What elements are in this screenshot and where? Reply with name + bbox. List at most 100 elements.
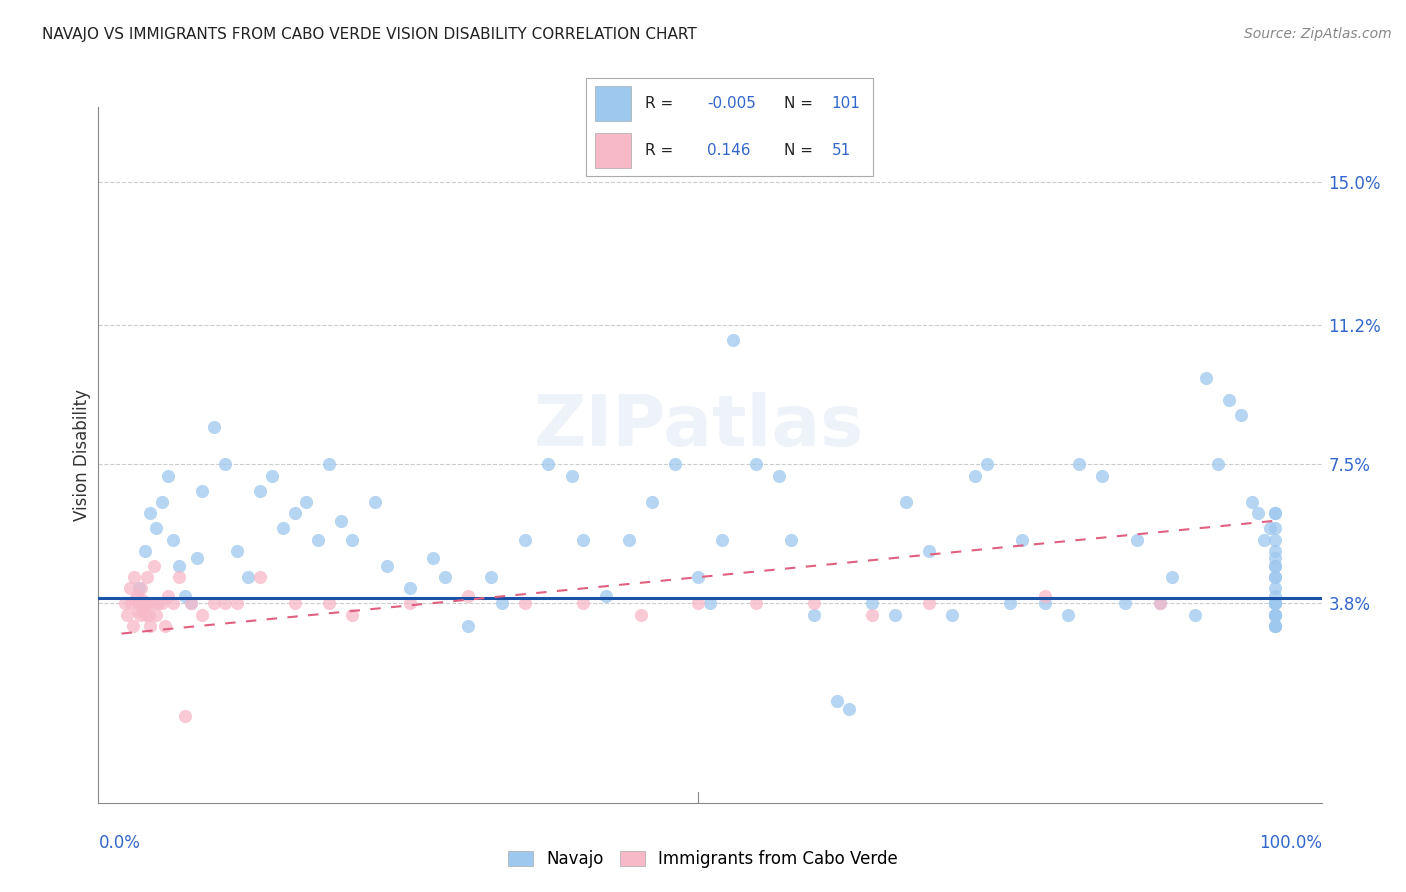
Text: N =: N = bbox=[785, 96, 813, 111]
Point bbox=[142, 597, 165, 611]
Point bbox=[131, 592, 153, 607]
Point bbox=[688, 570, 710, 584]
Point bbox=[214, 458, 236, 472]
Point bbox=[122, 619, 145, 633]
Point bbox=[561, 468, 583, 483]
Point bbox=[136, 597, 159, 611]
Point bbox=[150, 597, 173, 611]
Point bbox=[156, 468, 179, 483]
FancyBboxPatch shape bbox=[586, 78, 873, 177]
Point bbox=[249, 483, 271, 498]
Legend: Navajo, Immigrants from Cabo Verde: Navajo, Immigrants from Cabo Verde bbox=[501, 844, 905, 875]
Point bbox=[1264, 582, 1286, 596]
Point bbox=[1264, 597, 1286, 611]
Point bbox=[342, 607, 364, 622]
Point bbox=[238, 570, 260, 584]
Point bbox=[399, 582, 422, 596]
Point bbox=[1264, 544, 1286, 558]
Point bbox=[860, 597, 883, 611]
Point bbox=[1264, 607, 1286, 622]
Point bbox=[225, 544, 247, 558]
Point bbox=[1264, 551, 1286, 566]
Point bbox=[1241, 495, 1264, 509]
Point bbox=[825, 694, 848, 708]
Point bbox=[422, 551, 444, 566]
Point bbox=[1264, 619, 1286, 633]
Point bbox=[1264, 506, 1286, 520]
Point bbox=[941, 607, 963, 622]
Point bbox=[1149, 597, 1171, 611]
Point bbox=[295, 495, 318, 509]
Point bbox=[1206, 458, 1229, 472]
Text: R =: R = bbox=[645, 144, 673, 158]
Point bbox=[1264, 619, 1286, 633]
Point bbox=[1264, 607, 1286, 622]
Point bbox=[1264, 597, 1286, 611]
Point bbox=[155, 619, 177, 633]
Point bbox=[1184, 607, 1206, 622]
Point bbox=[1091, 468, 1114, 483]
Point bbox=[342, 533, 364, 547]
Point bbox=[479, 570, 502, 584]
Text: R =: R = bbox=[645, 96, 673, 111]
Point bbox=[630, 607, 652, 622]
Point bbox=[572, 597, 595, 611]
Text: 100.0%: 100.0% bbox=[1258, 834, 1322, 852]
Point bbox=[399, 597, 422, 611]
Point bbox=[202, 597, 225, 611]
Point bbox=[1264, 619, 1286, 633]
Point bbox=[186, 551, 208, 566]
Point bbox=[135, 607, 157, 622]
Point bbox=[1069, 458, 1091, 472]
Point bbox=[128, 582, 150, 596]
Point bbox=[1264, 570, 1286, 584]
Point bbox=[329, 514, 352, 528]
Point bbox=[1253, 533, 1275, 547]
Point bbox=[180, 597, 202, 611]
Point bbox=[1264, 570, 1286, 584]
Point bbox=[1033, 597, 1056, 611]
Point bbox=[375, 558, 398, 573]
Point bbox=[132, 600, 155, 615]
Text: ZIPatlas: ZIPatlas bbox=[533, 392, 863, 461]
Point bbox=[1264, 597, 1286, 611]
Text: 0.146: 0.146 bbox=[707, 144, 751, 158]
Point bbox=[202, 419, 225, 434]
Point bbox=[918, 544, 941, 558]
Point bbox=[127, 604, 149, 618]
Point bbox=[619, 533, 641, 547]
Point bbox=[457, 589, 479, 603]
Point bbox=[699, 597, 721, 611]
Point bbox=[1230, 409, 1253, 423]
Point bbox=[976, 458, 998, 472]
Point bbox=[1264, 506, 1286, 520]
Point bbox=[145, 521, 167, 535]
Point bbox=[710, 533, 733, 547]
Point bbox=[156, 589, 179, 603]
Point bbox=[721, 333, 744, 347]
Point bbox=[122, 570, 145, 584]
Point bbox=[515, 597, 537, 611]
Point bbox=[1114, 597, 1136, 611]
Point bbox=[167, 570, 190, 584]
Point bbox=[318, 597, 340, 611]
Point bbox=[284, 506, 307, 520]
Point bbox=[779, 533, 801, 547]
Point bbox=[129, 582, 152, 596]
Point bbox=[225, 597, 247, 611]
Point bbox=[965, 468, 987, 483]
Point bbox=[162, 597, 184, 611]
Point bbox=[1264, 558, 1286, 573]
Y-axis label: Vision Disability: Vision Disability bbox=[73, 389, 91, 521]
Point bbox=[260, 468, 283, 483]
Point bbox=[1264, 589, 1286, 603]
Point bbox=[125, 589, 148, 603]
Point bbox=[1264, 521, 1286, 535]
Point bbox=[135, 570, 157, 584]
Point bbox=[1126, 533, 1149, 547]
Point bbox=[664, 458, 686, 472]
Point bbox=[1056, 607, 1078, 622]
Point bbox=[118, 582, 141, 596]
Point bbox=[162, 533, 184, 547]
Point bbox=[1033, 589, 1056, 603]
